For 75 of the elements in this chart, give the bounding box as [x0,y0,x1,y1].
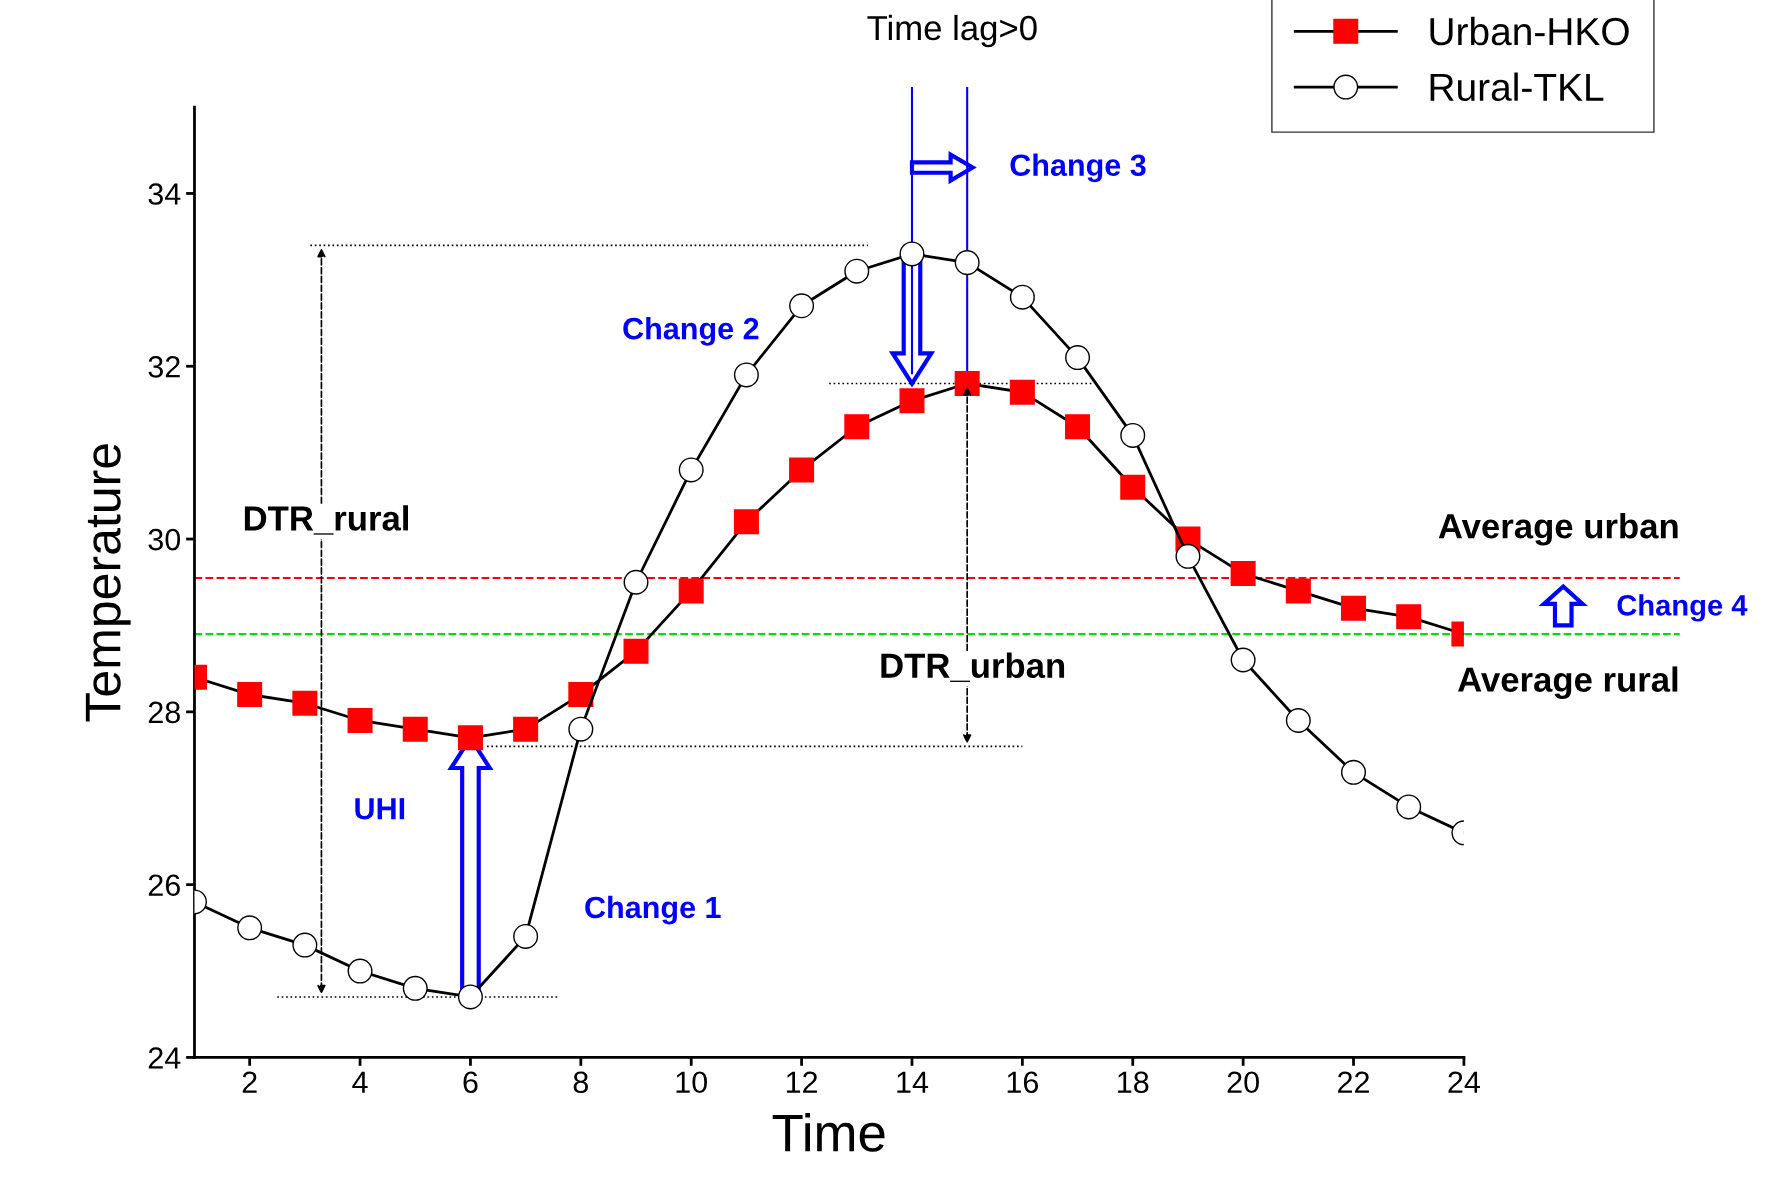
x-tick-label: 24 [1448,1071,1480,1093]
x-tick-label: 2 [242,1071,257,1093]
point [623,638,649,664]
point [1009,379,1035,405]
point [954,250,980,276]
point [1065,414,1091,440]
point [1120,474,1146,500]
point [513,716,539,742]
point [899,241,925,267]
annotation: DTR_urban [881,652,1065,682]
point [789,293,815,319]
ref-line-label: Average rural [1458,666,1678,699]
annotation: UHI [355,798,405,820]
point [237,915,263,941]
x-tick-label: 8 [573,1071,588,1094]
text: Time lag>0 [867,14,1037,48]
point [844,414,870,440]
point [347,707,373,733]
point [292,690,318,716]
point [1341,595,1367,621]
point [1009,284,1035,310]
point [237,682,263,708]
point [568,716,594,742]
point [1065,345,1091,371]
y-tick-label: 30 [148,528,181,551]
legend-label: Rural-TKL [1430,72,1604,102]
x-tick-label: 14 [897,1071,929,1093]
point [844,258,870,284]
x-tick-label: 20 [1227,1071,1259,1094]
x-tick-label: 10 [676,1071,708,1094]
legend-label: Urban-HKO [1430,16,1629,46]
point [678,457,704,483]
point [457,984,483,1010]
point [292,932,318,958]
point [513,923,539,949]
point [1341,759,1367,785]
point [1396,794,1422,820]
point [789,457,815,483]
y-tick-label: 34 [148,183,181,205]
point [1230,561,1256,587]
point [899,388,925,414]
x-axis-title: Time [772,1113,885,1152]
x-tick-label: 22 [1338,1071,1369,1093]
x-tick-label: 18 [1118,1071,1149,1094]
annotation: Change 2 [623,317,759,346]
ref-line-label: Average urban [1438,513,1678,546]
point [402,975,428,1001]
point [954,371,980,397]
point [402,716,428,742]
annotation: Change 3 [1010,153,1146,183]
x-tick-label: 4 [352,1071,368,1093]
point [733,362,759,388]
point [1285,707,1311,733]
y-tick-label: 26 [148,874,180,897]
annotation: Change 1 [585,895,721,925]
y-tick-label: 24 [148,1047,181,1069]
point [1120,422,1146,448]
x-tick-label: 12 [786,1071,818,1093]
y-tick-label: 32 [148,355,180,378]
x-tick-label: 16 [1007,1071,1039,1094]
point [623,569,649,595]
annotation: DTR_rural [244,505,408,535]
point [733,509,759,535]
x-tick-label: 6 [463,1071,478,1094]
point [1285,578,1311,604]
point [457,725,483,751]
text: Change 4 [1617,594,1748,622]
point [1230,647,1256,673]
point [347,958,373,984]
y-axis-title: Temperature [85,444,131,722]
point [678,578,704,604]
point [1175,543,1201,569]
y-tick-label: 28 [148,701,180,724]
point [1396,604,1422,630]
point [568,682,594,708]
